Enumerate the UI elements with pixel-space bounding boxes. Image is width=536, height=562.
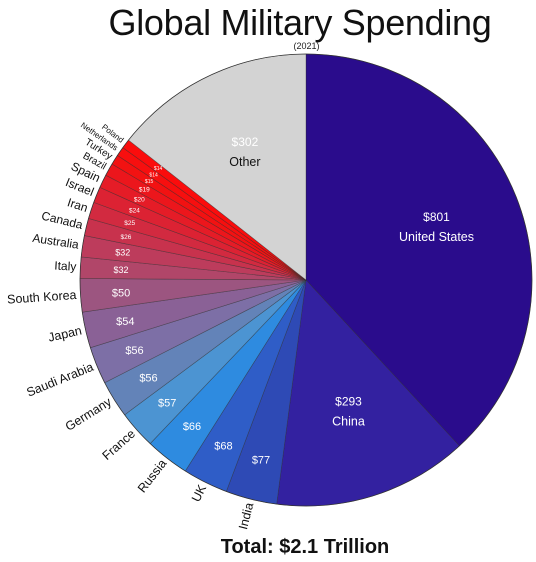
total-label: Total: $2.1 Trillion bbox=[220, 536, 390, 558]
value-label-iran: $25 bbox=[124, 220, 135, 227]
value-label-italy: $32 bbox=[113, 265, 128, 275]
country-label-india: India bbox=[236, 501, 256, 531]
value-label-netherlands: $14 bbox=[149, 172, 158, 178]
value-label-brazil: $19 bbox=[139, 187, 150, 194]
value-label-russia: $66 bbox=[183, 421, 201, 433]
country-label-japan: Japan bbox=[47, 323, 83, 344]
slice-name-united-states: United States bbox=[399, 230, 474, 244]
slice-name-china: China bbox=[332, 415, 365, 429]
pie-value-labels: $801 United States $293 China $77 $68 $66 $57 $5… bbox=[112, 135, 474, 467]
value-label-germany: $56 bbox=[139, 373, 157, 385]
country-label-france: France bbox=[100, 427, 138, 463]
country-label-iran: Iran bbox=[66, 195, 90, 215]
value-label-france: $57 bbox=[158, 398, 176, 410]
country-label-russia: Russia bbox=[135, 457, 170, 496]
value-label-saudi-arabia: $56 bbox=[125, 345, 143, 357]
country-label-italy: Italy bbox=[54, 258, 77, 273]
country-label-germany: Germany bbox=[63, 394, 115, 433]
country-label-australia: Australia bbox=[32, 231, 81, 252]
value-label-united-states: $801 bbox=[423, 210, 450, 224]
value-label-turkey: $15 bbox=[145, 179, 154, 185]
value-label-israel: $24 bbox=[129, 207, 140, 214]
pie-outline bbox=[79, 53, 533, 507]
value-label-australia: $32 bbox=[115, 247, 130, 257]
chart-subtitle: (2021) bbox=[293, 41, 320, 51]
country-label-uk: UK bbox=[189, 482, 210, 504]
slice-name-other: Other bbox=[229, 155, 260, 169]
value-label-other: $302 bbox=[232, 135, 259, 149]
country-label-south-korea: South Korea bbox=[7, 288, 77, 307]
chart-title: Global Military Spending bbox=[108, 2, 492, 43]
value-label-canada: $26 bbox=[120, 234, 131, 241]
value-label-india: $77 bbox=[252, 455, 270, 467]
country-label-saudi-arabia: Saudi Arabia bbox=[25, 360, 96, 400]
value-label-uk: $68 bbox=[214, 441, 232, 453]
pie-slices bbox=[79, 53, 533, 507]
value-label-spain: $20 bbox=[134, 196, 145, 203]
value-label-china: $293 bbox=[335, 395, 362, 409]
value-label-south-korea: $50 bbox=[112, 287, 130, 299]
value-label-japan: $54 bbox=[116, 316, 134, 328]
value-label-poland: $14 bbox=[154, 166, 163, 172]
